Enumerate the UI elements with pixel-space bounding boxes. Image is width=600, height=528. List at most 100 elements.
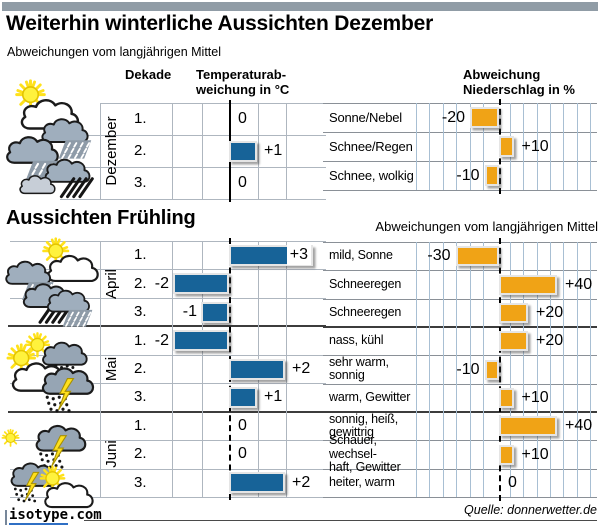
grid-line bbox=[10, 440, 326, 442]
value-label: -2 bbox=[154, 331, 169, 349]
grid-line bbox=[8, 410, 326, 413]
decade-label: 3. bbox=[134, 473, 147, 491]
row-label: Schauer, wechsel- haft, Gewitter bbox=[329, 433, 401, 475]
grid-line bbox=[576, 103, 578, 190]
row-label: warm, Gewitter bbox=[329, 390, 411, 405]
logo-isotype-text: isotype bbox=[9, 507, 69, 525]
row-label: sonnig, heiß, gewittrig bbox=[329, 411, 398, 440]
rain-cloud-icon bbox=[46, 289, 94, 328]
column-header-precipitation-line1: Abweichung bbox=[463, 67, 541, 82]
row-label: nass, kühl bbox=[329, 333, 384, 348]
value-label: +2 bbox=[292, 360, 311, 377]
logo-tld-text: .com bbox=[68, 507, 102, 523]
temp-bar bbox=[229, 472, 285, 494]
row-label: mild, Sonne bbox=[329, 248, 393, 263]
grid-line bbox=[550, 242, 551, 497]
decade-label: 3. bbox=[134, 174, 147, 191]
value-label: +20 bbox=[536, 332, 564, 350]
grid-line bbox=[456, 103, 458, 190]
value-label: 0 bbox=[238, 110, 247, 127]
grid-line bbox=[416, 103, 417, 190]
grid-line bbox=[323, 190, 597, 191]
section-title-spring: Aussichten Frühling bbox=[6, 207, 196, 229]
top-accent-bar bbox=[2, 2, 598, 11]
grid-line bbox=[100, 103, 101, 199]
value-label: +20 bbox=[536, 303, 564, 321]
grid-line bbox=[323, 383, 597, 385]
value-label: -10 bbox=[456, 360, 480, 378]
decade-label: 2. bbox=[134, 274, 147, 292]
grid-line bbox=[563, 103, 565, 190]
month-label: Mai bbox=[103, 356, 120, 382]
row-label: heiter, warm bbox=[329, 475, 395, 490]
grid-line bbox=[60, 135, 326, 136]
precip-bar bbox=[470, 107, 499, 128]
grid-line bbox=[323, 242, 597, 243]
decade-label: 1. bbox=[134, 331, 147, 349]
value-label: +10 bbox=[521, 445, 549, 463]
grid-line bbox=[202, 241, 203, 497]
grid-line bbox=[60, 199, 326, 200]
grid-line bbox=[8, 325, 326, 328]
row-label: Schnee, wolkig bbox=[329, 167, 414, 183]
grid-line bbox=[550, 103, 551, 190]
grid-line bbox=[323, 497, 597, 498]
grid-line bbox=[442, 242, 444, 497]
decade-label: 2. bbox=[134, 445, 147, 463]
grid-line bbox=[10, 468, 326, 470]
source-credit: Quelle: donnerwetter.de bbox=[464, 503, 597, 517]
column-header-temperature-line1: Temperaturab- bbox=[196, 67, 287, 82]
grid-line bbox=[523, 242, 525, 497]
precip-bar bbox=[499, 274, 557, 295]
precip-bar bbox=[499, 331, 528, 352]
grid-line bbox=[323, 161, 597, 162]
grid-line bbox=[286, 241, 287, 497]
subtitle-spring: Abweichungen vom langjährigen Mittel bbox=[375, 219, 598, 234]
value-label: 0 bbox=[238, 174, 247, 191]
grid-line bbox=[576, 242, 578, 497]
precip-bar bbox=[499, 302, 528, 323]
value-label: +2 bbox=[292, 473, 311, 491]
precip-bar bbox=[499, 387, 514, 408]
value-label: 0 bbox=[238, 416, 247, 434]
isotype-logo[interactable]: isotype .com bbox=[5, 507, 102, 525]
row-label: Schneeregen bbox=[329, 276, 402, 291]
grid-line bbox=[323, 298, 597, 300]
logo-bar bbox=[5, 510, 7, 525]
grid-line bbox=[456, 242, 458, 497]
grid-line bbox=[483, 242, 484, 497]
value-label: -10 bbox=[456, 166, 480, 184]
grid-line bbox=[100, 241, 101, 497]
decade-label: 1. bbox=[134, 246, 147, 264]
precip-bar bbox=[484, 359, 499, 380]
value-label: -30 bbox=[427, 247, 451, 265]
grid-line bbox=[590, 103, 592, 190]
grid-line bbox=[258, 103, 259, 199]
footer-rule bbox=[84, 520, 597, 521]
grid-line bbox=[202, 103, 203, 199]
grid-line bbox=[429, 242, 431, 497]
sun-cloud-icon bbox=[39, 465, 94, 509]
value-label: +40 bbox=[565, 275, 593, 293]
column-header-dekade: Dekade bbox=[125, 67, 172, 82]
grid-line bbox=[536, 242, 538, 497]
decade-label: 3. bbox=[134, 303, 147, 321]
precip-bar bbox=[499, 444, 514, 465]
grid-line bbox=[10, 241, 326, 242]
grid-line bbox=[10, 297, 326, 299]
precip-bar bbox=[484, 165, 499, 186]
grid-line bbox=[172, 241, 173, 497]
row-label: Schneeregen bbox=[329, 305, 402, 320]
precip-bar bbox=[499, 416, 557, 437]
value-label: +3 bbox=[286, 245, 311, 266]
grid-line bbox=[429, 103, 431, 190]
decade-label: 2. bbox=[134, 142, 147, 159]
temp-bar bbox=[173, 273, 229, 295]
value-label: +10 bbox=[521, 388, 549, 406]
decade-label: 3. bbox=[134, 388, 147, 406]
grid-line bbox=[442, 103, 444, 190]
precip-bar bbox=[455, 246, 499, 267]
temp-bar bbox=[201, 301, 229, 323]
value-label: +40 bbox=[565, 417, 593, 435]
